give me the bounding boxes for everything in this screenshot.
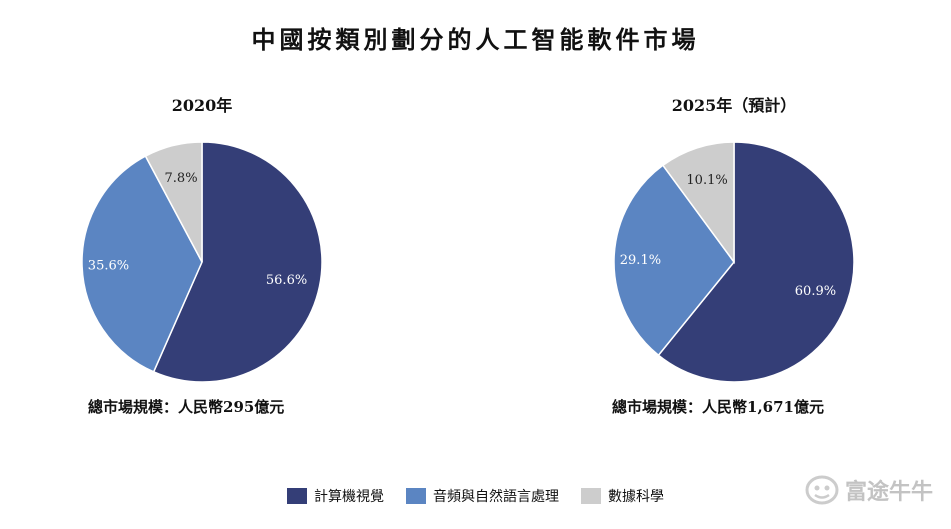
slice-speech-nlp: [81, 155, 203, 373]
pie-chart-2025: 60.9% 29.1% 10.1%: [613, 141, 855, 383]
watermark-text: 富途牛牛: [844, 480, 933, 505]
legend: 計算機視覺 音頻與自然語言處理 數據科學: [0, 486, 951, 506]
legend-item-data-science: 數據科學: [581, 486, 664, 506]
slice-computer-vision: [152, 141, 323, 383]
slice-value-label: 60.9%: [795, 284, 836, 299]
total-market-2025: 總市場規模：人民幣1,671億元: [612, 398, 824, 416]
legend-label: 計算機視覺: [314, 489, 384, 505]
legend-swatch: [287, 488, 307, 504]
chart-title: 中國按類別劃分的人工智能軟件市場: [251, 25, 700, 54]
legend-item-computer-vision: 計算機視覺: [287, 486, 384, 506]
slice-value-label: 7.8%: [165, 171, 198, 186]
pie-chart-2020: 56.6% 35.6% 7.8%: [81, 141, 323, 383]
legend-label: 數據科學: [608, 489, 664, 505]
slice-value-label: 35.6%: [88, 259, 129, 274]
slice-value-label: 29.1%: [620, 253, 661, 268]
legend-label: 音頻與自然語言處理: [433, 489, 559, 505]
total-market-2020: 總市場規模：人民幣295億元: [88, 398, 285, 416]
legend-swatch: [406, 488, 426, 504]
pie-title-2020: 2020年: [171, 96, 233, 115]
slice-value-label: 56.6%: [266, 273, 307, 288]
slice-data-science: [144, 141, 203, 263]
slice-data-science: [661, 141, 735, 265]
futu-logo-icon: [805, 475, 839, 505]
legend-swatch: [581, 488, 601, 504]
slice-value-label: 10.1%: [686, 173, 727, 188]
watermark: 富途牛牛: [805, 474, 933, 506]
legend-item-speech-nlp: 音頻與自然語言處理: [406, 486, 559, 506]
pie-title-2025: 2025年（預計）: [671, 96, 797, 115]
slice-speech-nlp: [613, 164, 735, 357]
slice-computer-vision: [657, 141, 855, 383]
